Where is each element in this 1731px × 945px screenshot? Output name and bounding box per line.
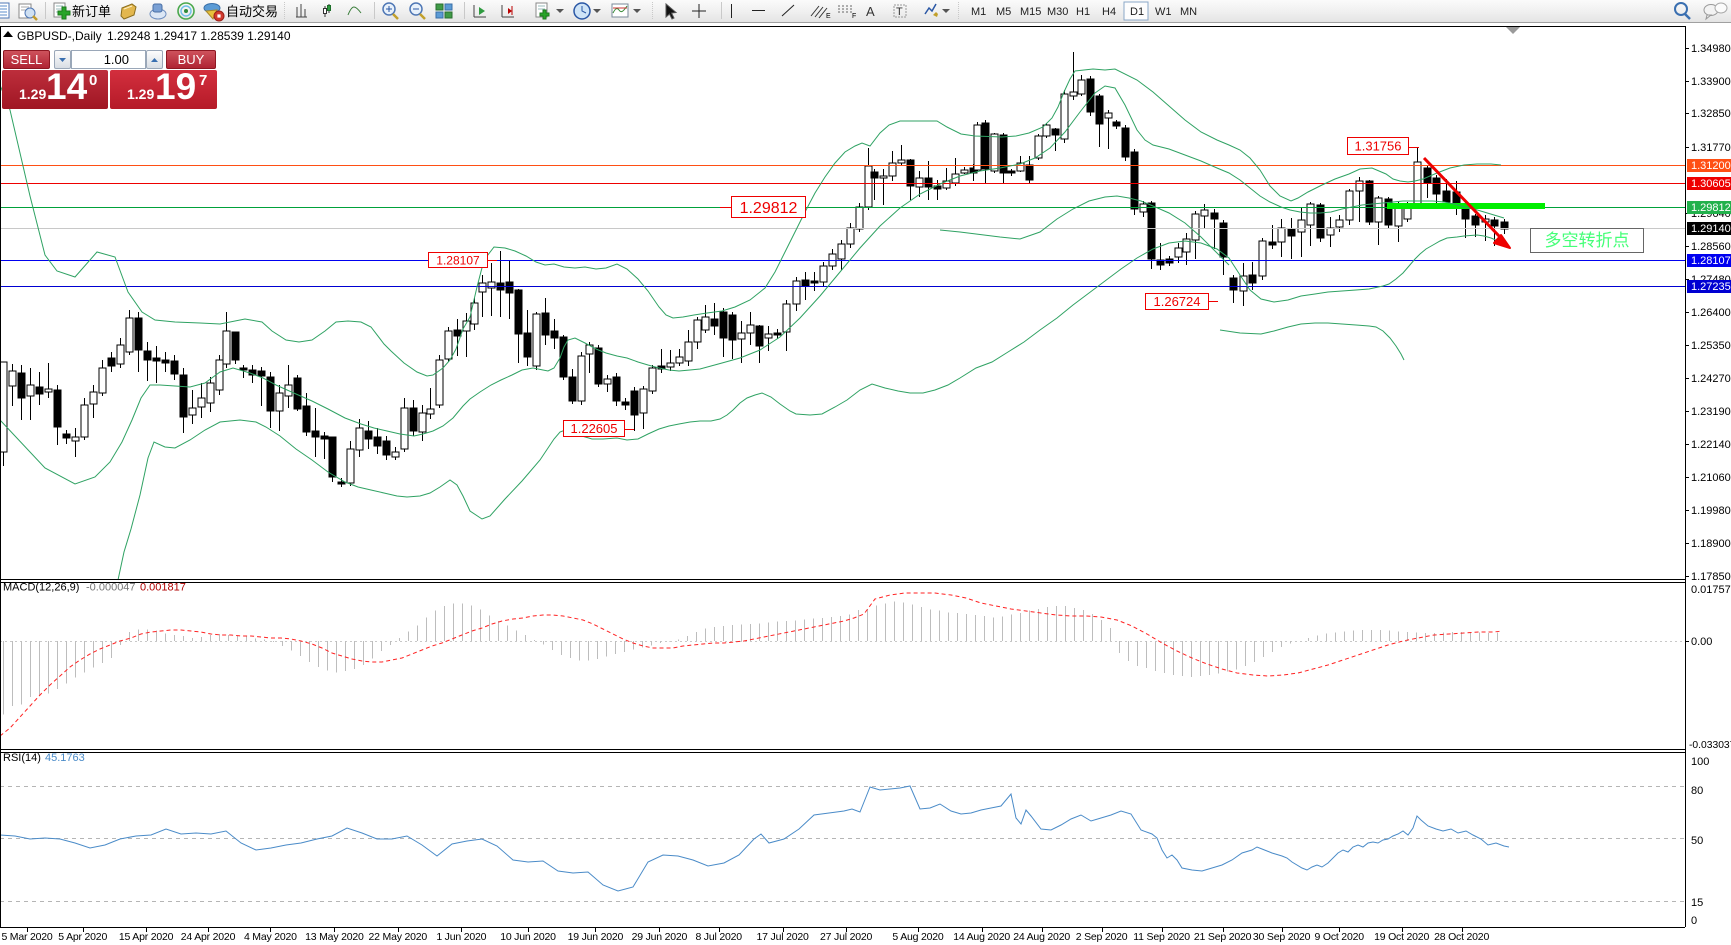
svg-text:0.001817: 0.001817 [140, 582, 186, 594]
svg-text:1.28107: 1.28107 [436, 253, 480, 267]
svg-text:1.28107: 1.28107 [1691, 255, 1731, 267]
svg-text:1.19980: 1.19980 [1691, 505, 1731, 517]
svg-text:24 Aug 2020: 24 Aug 2020 [1013, 931, 1070, 943]
svg-text:1.22140: 1.22140 [1691, 439, 1731, 451]
svg-text:-0.033037: -0.033037 [1689, 740, 1731, 751]
svg-text:14 Aug 2020: 14 Aug 2020 [953, 931, 1010, 943]
svg-text:GBPUSD-,Daily: GBPUSD-,Daily [17, 29, 102, 43]
svg-text:80: 80 [1691, 785, 1703, 797]
svg-text:0.01757: 0.01757 [1691, 584, 1731, 596]
svg-text:100: 100 [1691, 756, 1709, 768]
svg-text:5 Apr 2020: 5 Apr 2020 [58, 931, 107, 943]
svg-text:1.21060: 1.21060 [1691, 472, 1731, 484]
svg-text:1.28560: 1.28560 [1691, 241, 1731, 253]
svg-text:1 Jun 2020: 1 Jun 2020 [436, 931, 486, 943]
svg-text:1.29248 1.29417 1.28539 1.2914: 1.29248 1.29417 1.28539 1.29140 [107, 29, 291, 43]
svg-text:21 Sep 2020: 21 Sep 2020 [1194, 931, 1252, 943]
svg-text:E: E [826, 13, 831, 20]
svg-text:1.29812: 1.29812 [740, 200, 798, 217]
svg-text:D1: D1 [1130, 6, 1144, 18]
svg-text:1.18900: 1.18900 [1691, 538, 1731, 550]
svg-text:1.31770: 1.31770 [1691, 142, 1731, 154]
svg-text:-0.000047: -0.000047 [86, 582, 136, 594]
svg-text:A: A [866, 4, 875, 19]
svg-text:28 Oct 2020: 28 Oct 2020 [1434, 931, 1489, 943]
svg-text:19 Oct 2020: 19 Oct 2020 [1374, 931, 1429, 943]
svg-text:50: 50 [1691, 835, 1703, 847]
svg-text:0: 0 [1691, 915, 1697, 927]
svg-text:F: F [852, 13, 856, 20]
svg-text:自动交易: 自动交易 [226, 4, 278, 19]
svg-text:1.26724: 1.26724 [1154, 294, 1201, 309]
svg-text:11 Sep 2020: 11 Sep 2020 [1133, 931, 1190, 943]
svg-text:1.22605: 1.22605 [571, 421, 618, 436]
svg-text:M30: M30 [1047, 6, 1068, 18]
svg-text:H1: H1 [1076, 6, 1090, 18]
svg-text:4 May 2020: 4 May 2020 [244, 931, 297, 943]
svg-text:1.26400: 1.26400 [1691, 307, 1731, 319]
svg-text:H4: H4 [1102, 6, 1116, 18]
svg-text:5 Aug 2020: 5 Aug 2020 [892, 931, 943, 943]
svg-text:19 Jun 2020: 19 Jun 2020 [568, 931, 624, 943]
svg-text:MACD(12,26,9): MACD(12,26,9) [3, 582, 79, 594]
svg-text:8 Jul 2020: 8 Jul 2020 [695, 931, 742, 943]
svg-text:1.30605: 1.30605 [1691, 178, 1731, 190]
svg-text:1.29812: 1.29812 [1691, 202, 1731, 214]
svg-text:24 Apr 2020: 24 Apr 2020 [181, 931, 236, 943]
svg-text:1.17850: 1.17850 [1691, 571, 1731, 583]
svg-text:0.00: 0.00 [1691, 636, 1712, 648]
svg-text:1.33900: 1.33900 [1691, 76, 1731, 88]
svg-text:45.1763: 45.1763 [45, 752, 85, 764]
svg-text:MN: MN [1180, 6, 1197, 18]
svg-text:1.34980: 1.34980 [1691, 43, 1731, 55]
svg-text:30 Sep 2020: 30 Sep 2020 [1253, 931, 1311, 943]
svg-text:M5: M5 [996, 6, 1011, 18]
svg-text:RSI(14): RSI(14) [3, 752, 41, 764]
svg-text:1.31756: 1.31756 [1355, 139, 1402, 154]
svg-text:10 Jun 2020: 10 Jun 2020 [500, 931, 556, 943]
svg-text:1.24270: 1.24270 [1691, 373, 1731, 385]
svg-text:22 May 2020: 22 May 2020 [369, 931, 428, 943]
svg-text:27 Jul 2020: 27 Jul 2020 [820, 931, 872, 943]
svg-text:15 Apr 2020: 15 Apr 2020 [119, 931, 174, 943]
svg-text:1.31200: 1.31200 [1691, 160, 1731, 172]
svg-text:T: T [896, 6, 903, 18]
svg-text:新订单: 新订单 [72, 4, 111, 19]
svg-text:29 Jun 2020: 29 Jun 2020 [632, 931, 688, 943]
svg-text:W1: W1 [1155, 6, 1172, 18]
svg-text:M15: M15 [1020, 6, 1041, 18]
svg-text:1.23190: 1.23190 [1691, 406, 1731, 418]
svg-text:17 Jul 2020: 17 Jul 2020 [757, 931, 809, 943]
svg-text:1.25350: 1.25350 [1691, 340, 1731, 352]
svg-text:15: 15 [1691, 897, 1703, 909]
svg-text:2 Sep 2020: 2 Sep 2020 [1076, 931, 1128, 943]
svg-text:M1: M1 [971, 6, 986, 18]
svg-text:9 Oct 2020: 9 Oct 2020 [1315, 931, 1365, 943]
svg-text:多空转折点: 多空转折点 [1545, 231, 1630, 250]
svg-text:5 Mar 2020: 5 Mar 2020 [1, 931, 52, 943]
svg-text:1.27235: 1.27235 [1691, 281, 1731, 293]
svg-text:1.32850: 1.32850 [1691, 108, 1731, 120]
svg-text:1.29140: 1.29140 [1691, 223, 1731, 235]
svg-text:13 May 2020: 13 May 2020 [305, 931, 364, 943]
